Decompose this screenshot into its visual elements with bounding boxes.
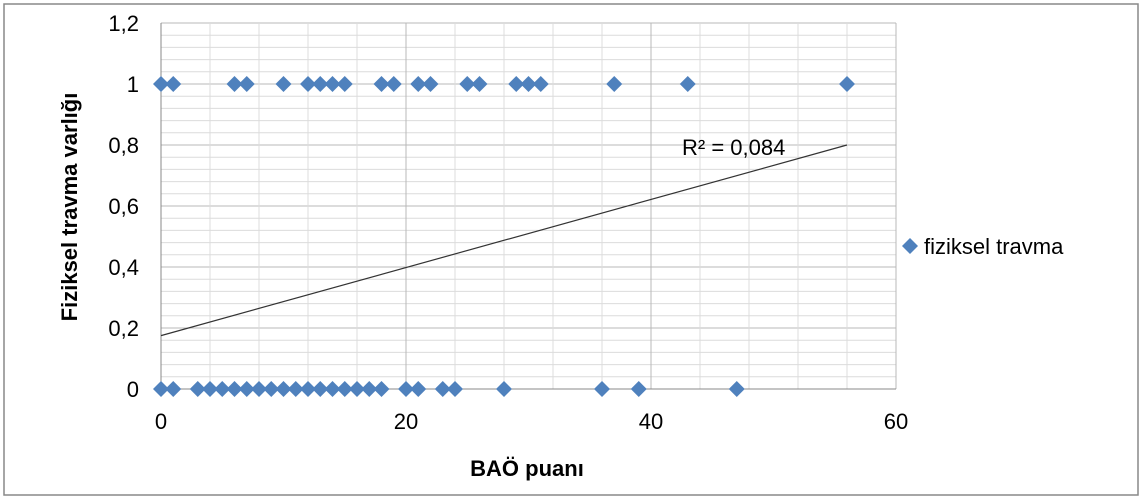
data-point: [287, 381, 304, 397]
data-point: [153, 76, 169, 92]
data-point: [447, 381, 463, 397]
data-point: [422, 76, 439, 92]
y-tick-label: 1: [127, 72, 139, 97]
legend-marker-icon: [902, 238, 918, 254]
y-tick-label: 0,2: [108, 316, 139, 341]
data-point: [606, 76, 623, 92]
data-point: [471, 76, 488, 92]
data-point: [275, 381, 292, 397]
data-point: [728, 381, 745, 397]
y-tick-label: 0,8: [108, 133, 139, 158]
data-point: [324, 76, 341, 92]
chart-frame: [3, 3, 1139, 496]
y-tick-label: 0,6: [108, 194, 139, 219]
legend: fiziksel travma: [902, 234, 1064, 259]
tick-labels: 0 20 40 60 0 0,2 0,4 0,6 0,8 1 1,2: [108, 11, 908, 434]
data-point: [324, 381, 341, 397]
y-axis-title: Fiziksel travma varlığı: [57, 93, 82, 322]
data-point: [165, 381, 182, 397]
data-point: [373, 76, 390, 92]
data-point: [312, 381, 329, 397]
data-point: [508, 76, 525, 92]
x-tick-label: 20: [394, 409, 418, 434]
data-point: [410, 381, 427, 397]
data-point: [349, 381, 365, 397]
data-point: [679, 76, 696, 92]
data-point: [385, 76, 402, 92]
data-point: [532, 76, 549, 92]
data-point: [410, 76, 427, 92]
y-tick-label: 0: [127, 377, 139, 402]
data-point: [263, 381, 280, 397]
legend-label: fiziksel travma: [924, 234, 1064, 259]
data-point: [594, 381, 610, 397]
data-point: [336, 381, 353, 397]
data-point: [496, 381, 512, 397]
x-tick-label: 40: [639, 409, 663, 434]
data-point: [520, 76, 537, 92]
data-point: [630, 381, 647, 397]
y-tick-label: 1,2: [108, 11, 139, 36]
data-point: [251, 381, 267, 397]
data-point: [226, 381, 243, 397]
x-tick-label: 0: [155, 409, 167, 434]
x-axis-title: BAÖ puanı: [470, 456, 584, 481]
data-point: [398, 381, 414, 397]
x-tick-label: 60: [884, 409, 908, 434]
y-tick-label: 0,4: [108, 255, 139, 280]
data-point: [189, 381, 206, 397]
data-point: [214, 381, 231, 397]
data-point: [373, 381, 390, 397]
data-point: [165, 76, 182, 92]
data-point: [361, 381, 378, 397]
r-squared-label: R² = 0,084: [682, 135, 785, 160]
data-point: [312, 76, 329, 92]
data-point: [238, 381, 255, 397]
data-point: [434, 381, 451, 397]
data-points: [153, 76, 855, 397]
data-point: [202, 381, 218, 397]
data-point: [300, 76, 316, 92]
data-point: [459, 76, 476, 92]
data-point: [226, 76, 243, 92]
data-point: [336, 76, 353, 92]
trendline: [160, 144, 848, 337]
data-point: [153, 381, 169, 397]
data-point: [300, 381, 316, 397]
data-point: [839, 76, 855, 92]
data-point: [238, 76, 255, 92]
data-point: [275, 76, 292, 92]
